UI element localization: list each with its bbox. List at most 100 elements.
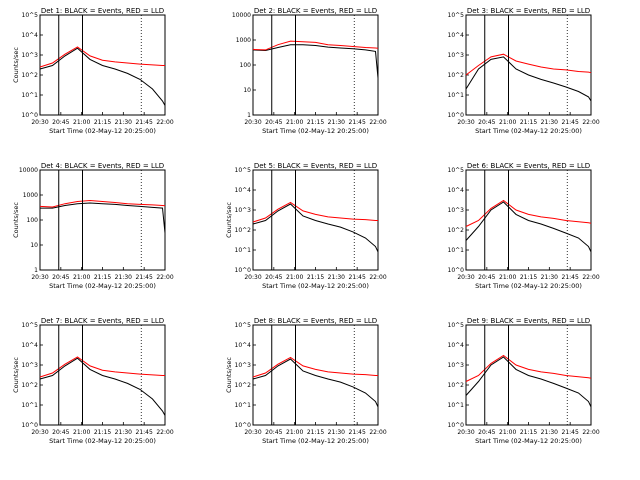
x-tick-label: 21:45: [562, 119, 579, 126]
y-tick-label: 10^5: [448, 322, 465, 329]
x-axis-label: Start Time (02-May-12 20:25:00): [49, 127, 156, 135]
series-0-line: [40, 202, 166, 234]
x-tick-label: 20:30: [31, 274, 48, 281]
x-tick-label: 20:45: [265, 119, 282, 126]
y-tick-label: 1000: [236, 37, 251, 44]
x-tick-label: 20:45: [265, 429, 282, 436]
y-tick-label: 10^1: [448, 247, 465, 254]
y-tick-label: 10^0: [22, 422, 39, 429]
x-tick-label: 20:30: [457, 429, 474, 436]
x-tick-label: 21:30: [115, 429, 132, 436]
x-tick-label: 22:00: [369, 429, 386, 436]
y-tick-label: 10^5: [22, 12, 39, 19]
x-tick-label: 20:45: [52, 119, 69, 126]
x-tick-label: 20:45: [478, 429, 495, 436]
y-tick-label: 10^2: [448, 382, 465, 389]
y-tick-label: 10^0: [448, 422, 465, 429]
y-tick-label: 10^0: [22, 112, 39, 119]
y-tick-label: 10^5: [22, 322, 39, 329]
chart-title: Det 8: BLACK = Events, RED = LLD: [254, 317, 377, 325]
x-tick-label: 21:45: [136, 274, 153, 281]
x-tick-label: 20:30: [457, 274, 474, 281]
x-tick-label: 21:15: [307, 274, 324, 281]
y-tick-label: 10^3: [22, 362, 39, 369]
y-tick-label: 10^3: [448, 362, 465, 369]
x-tick-label: 20:30: [31, 119, 48, 126]
series-1-line: [39, 356, 165, 378]
series-0-line: [252, 44, 379, 79]
y-tick-label: 10000: [232, 12, 251, 19]
y-tick-label: 10^2: [448, 227, 465, 234]
chart-title: Det 5: BLACK = Events, RED = LLD: [254, 162, 377, 170]
chart-title: Det 6: BLACK = Events, RED = LLD: [467, 162, 590, 170]
x-tick-label: 22:00: [156, 429, 173, 436]
x-tick-label: 21:30: [115, 119, 132, 126]
series-1-line: [252, 356, 378, 378]
y-tick-label: 10^0: [235, 422, 252, 429]
x-tick-label: 21:15: [520, 119, 537, 126]
y-tick-label: 10^3: [448, 52, 465, 59]
x-tick-label: 20:45: [52, 274, 69, 281]
x-tick-label: 20:45: [265, 274, 282, 281]
x-tick-label: 21:00: [499, 429, 516, 436]
x-tick-label: 21:15: [94, 119, 111, 126]
y-tick-label: 100: [27, 217, 39, 224]
chart-title: Det 4: BLACK = Events, RED = LLD: [41, 162, 164, 170]
x-tick-label: 20:30: [244, 429, 261, 436]
chart-title: Det 9: BLACK = Events, RED = LLD: [467, 317, 590, 325]
series-0-line: [465, 56, 592, 102]
chart-panel-7: Det 7: BLACK = Events, RED = LLD 20:30 20:…: [12, 317, 174, 445]
y-tick-label: 10^3: [235, 207, 252, 214]
x-tick-label: 21:30: [541, 274, 558, 281]
x-tick-label: 21:00: [499, 119, 516, 126]
x-tick-label: 22:00: [156, 119, 173, 126]
x-tick-label: 21:30: [541, 119, 558, 126]
x-tick-label: 22:00: [582, 274, 599, 281]
chart-panel-3: Det 3: BLACK = Events, RED = LLD 20:30 20:…: [448, 7, 600, 135]
chart-panel-4: Det 4: BLACK = Events, RED = LLD 20:30 20:…: [12, 162, 174, 290]
y-tick-label: 1: [34, 267, 38, 274]
y-tick-label: 10^2: [235, 382, 252, 389]
chart-title: Det 1: BLACK = Events, RED = LLD: [41, 7, 164, 15]
y-tick-label: 10^1: [448, 92, 465, 99]
x-tick-label: 22:00: [582, 429, 599, 436]
x-tick-label: 21:30: [328, 429, 345, 436]
y-tick-label: 10^2: [448, 72, 465, 79]
y-tick-label: 10^2: [22, 72, 39, 79]
x-axis-label: Start Time (02-May-12 20:25:00): [49, 282, 156, 290]
y-tick-label: 10^3: [235, 362, 252, 369]
x-tick-label: 20:45: [52, 429, 69, 436]
x-tick-label: 20:30: [457, 119, 474, 126]
chart-panel-6: Det 6: BLACK = Events, RED = LLD 20:30 20:…: [448, 162, 600, 290]
chart-panel-9: Det 9: BLACK = Events, RED = LLD 20:30 20:…: [448, 317, 600, 445]
series-1-line: [252, 40, 379, 51]
x-tick-label: 21:45: [349, 274, 366, 281]
x-tick-label: 20:45: [478, 274, 495, 281]
chart-title: Det 7: BLACK = Events, RED = LLD: [41, 317, 164, 325]
series-0-line: [465, 201, 592, 253]
x-tick-label: 21:15: [520, 429, 537, 436]
x-tick-label: 22:00: [369, 274, 386, 281]
y-tick-label: 10^0: [448, 112, 465, 119]
x-tick-label: 22:00: [369, 119, 386, 126]
y-tick-label: 10^5: [235, 322, 252, 329]
y-tick-label: 10^1: [22, 402, 39, 409]
y-tick-label: 10^5: [235, 167, 252, 174]
x-tick-label: 21:30: [328, 119, 345, 126]
y-tick-label: 10^1: [235, 402, 252, 409]
y-tick-label: 10^0: [235, 267, 252, 274]
x-tick-label: 21:30: [541, 429, 558, 436]
x-tick-label: 21:45: [349, 429, 366, 436]
x-tick-label: 20:30: [31, 429, 48, 436]
y-tick-label: 10^2: [235, 227, 252, 234]
y-tick-label: 10^2: [22, 382, 39, 389]
y-axis-label: Counts/sec: [225, 357, 233, 393]
y-tick-label: 10: [30, 242, 38, 249]
series-1-line: [465, 199, 592, 227]
x-axis-label: Start Time (02-May-12 20:25:00): [475, 282, 582, 290]
y-axis-label: Counts/sec: [12, 202, 20, 238]
x-tick-label: 21:15: [307, 119, 324, 126]
series-1-line: [39, 199, 166, 208]
series-0-line: [39, 47, 166, 106]
